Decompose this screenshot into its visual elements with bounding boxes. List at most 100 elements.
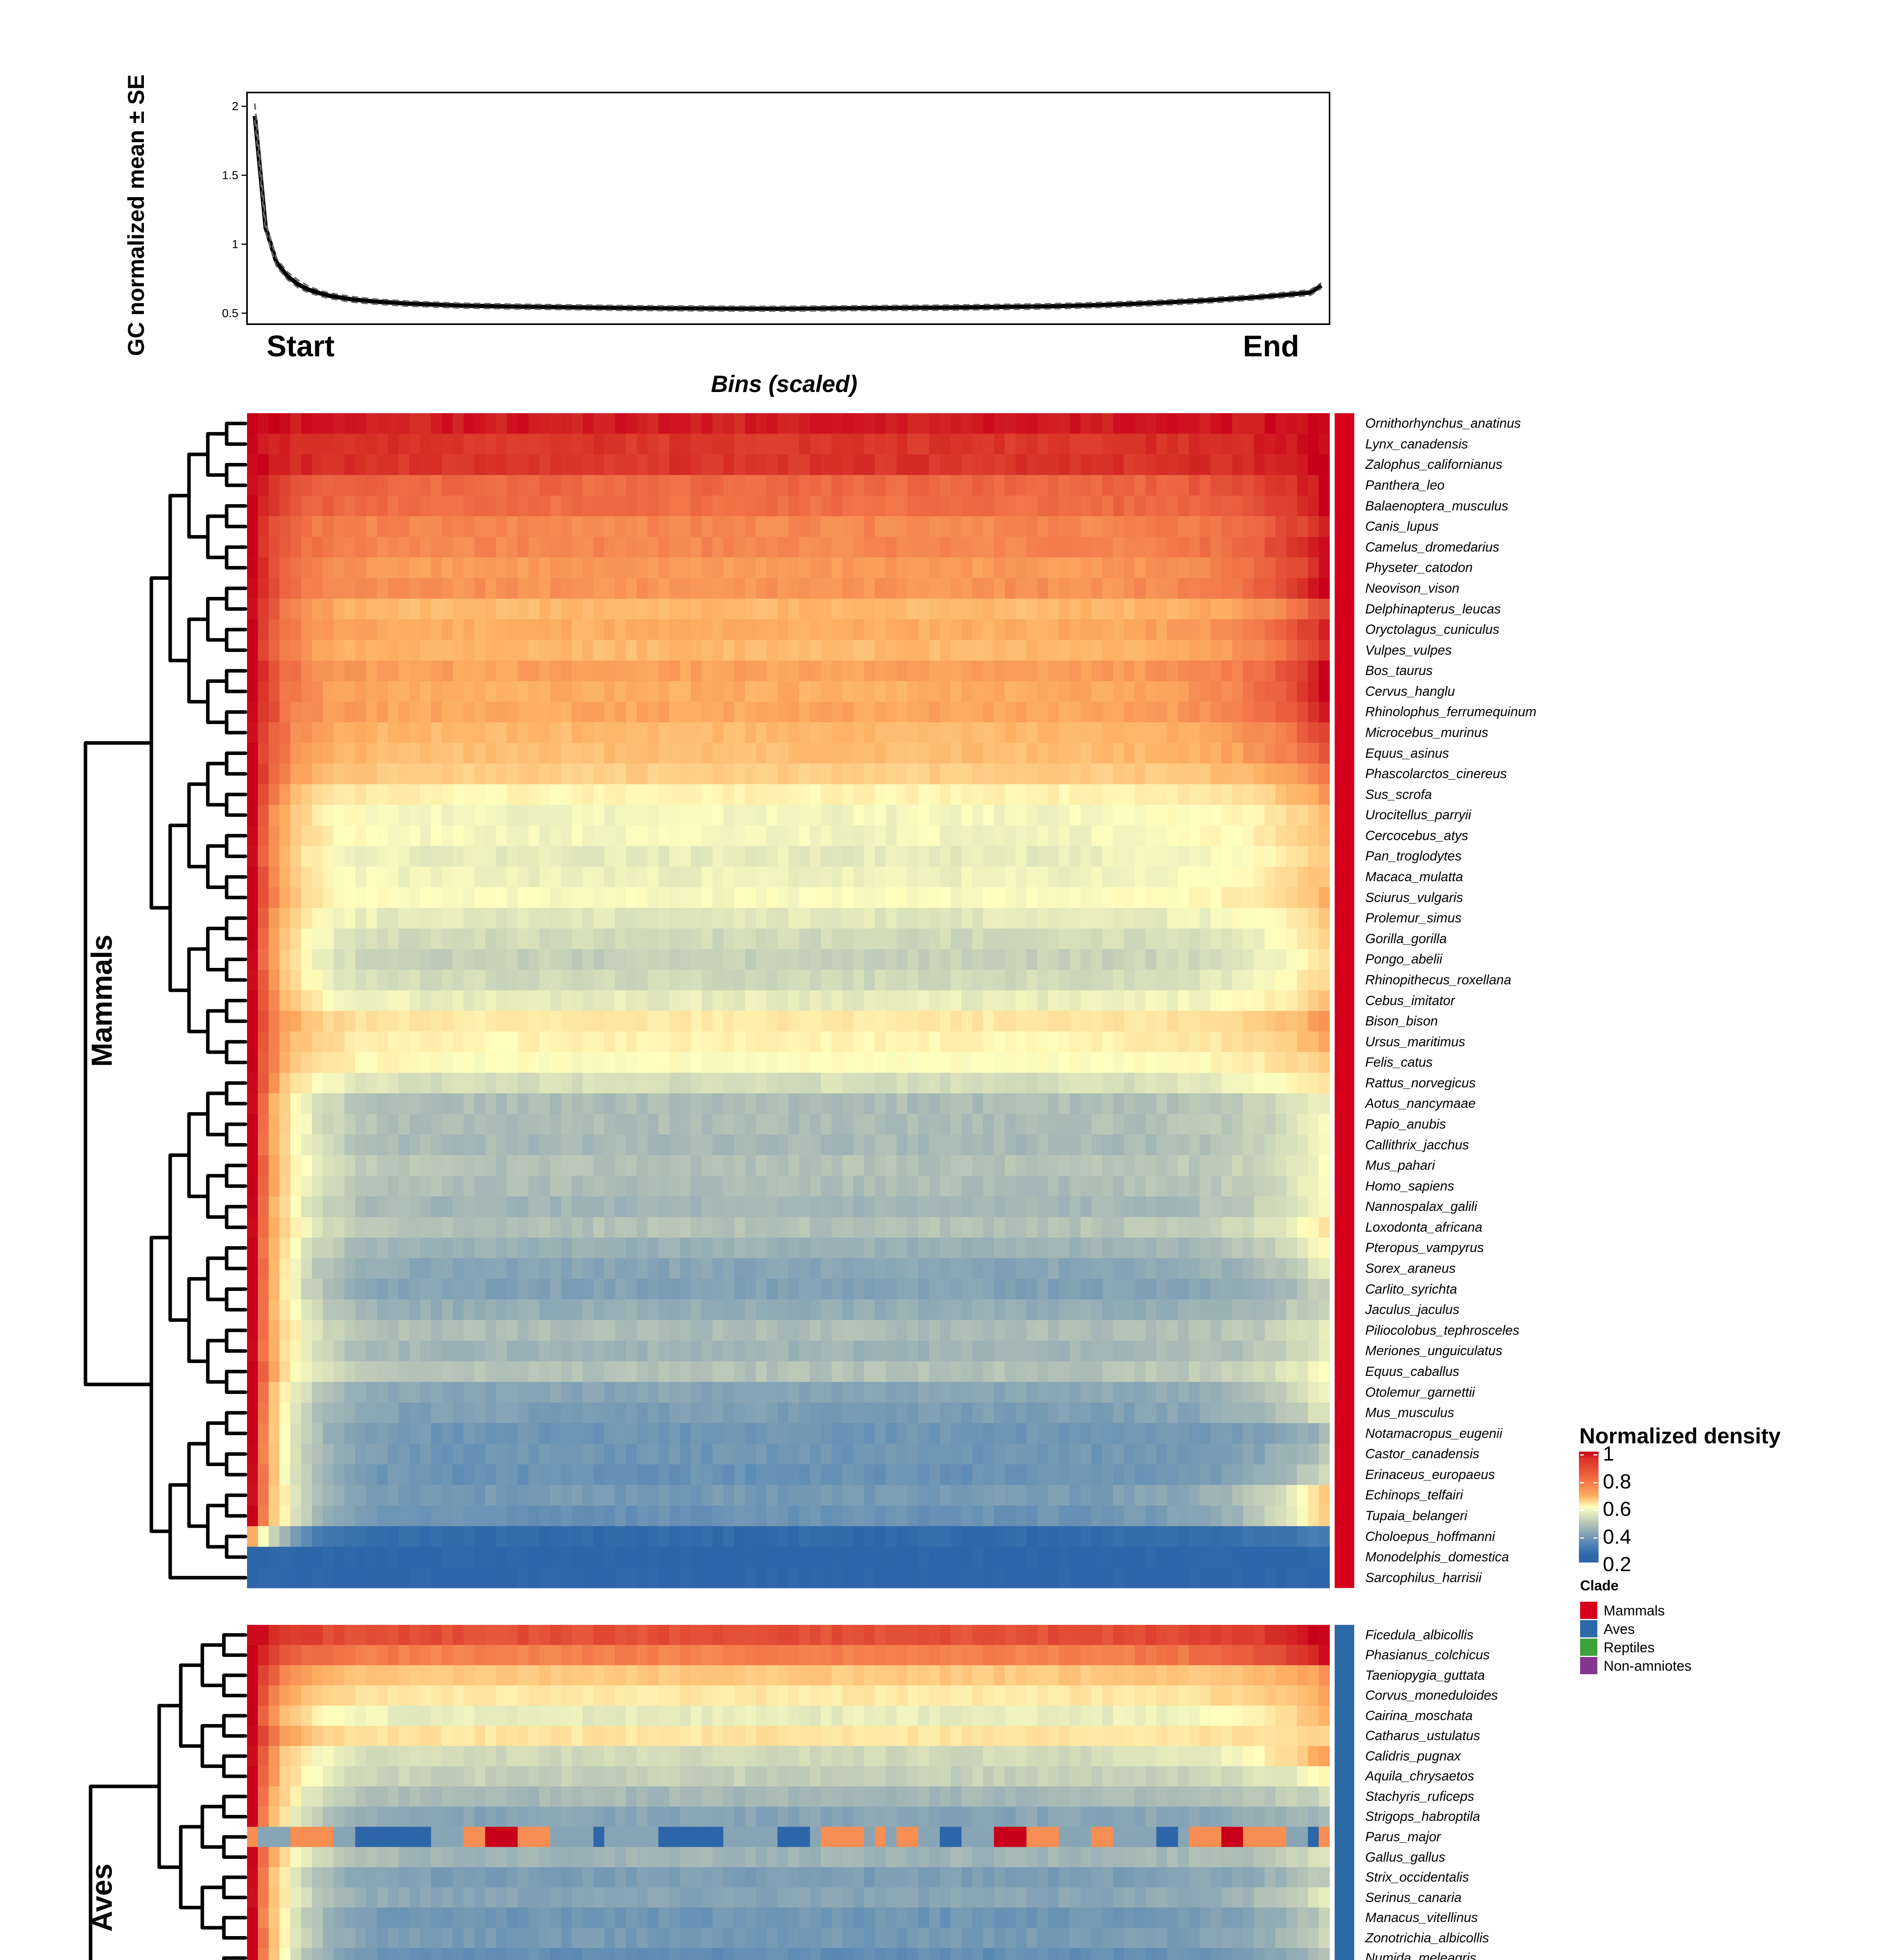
heatmap-cell bbox=[799, 1320, 810, 1341]
heatmap-cell bbox=[972, 1361, 984, 1382]
heatmap-cell bbox=[1113, 619, 1124, 640]
heatmap-cell bbox=[1297, 475, 1308, 496]
heatmap-cell bbox=[301, 475, 312, 496]
heatmap-cell bbox=[972, 825, 984, 846]
heatmap-cell bbox=[918, 928, 930, 949]
heatmap-cell bbox=[767, 1299, 778, 1321]
heatmap-cell bbox=[1167, 846, 1179, 867]
heatmap-cell bbox=[680, 990, 691, 1011]
heatmap-cell bbox=[1308, 454, 1319, 475]
heatmap-cell bbox=[441, 1258, 453, 1279]
heatmap-cell bbox=[875, 495, 886, 517]
heatmap-cell bbox=[1026, 907, 1038, 929]
heatmap-cell bbox=[1221, 702, 1233, 723]
heatmap-cell bbox=[593, 1361, 605, 1382]
heatmap-cell bbox=[821, 784, 832, 805]
heatmap-cell bbox=[1308, 763, 1319, 785]
heatmap-cell bbox=[1178, 681, 1189, 702]
heatmap-cell bbox=[312, 413, 323, 434]
heatmap-cell bbox=[355, 805, 367, 826]
heatmap-cell bbox=[875, 928, 886, 949]
heatmap-cell bbox=[398, 1361, 410, 1382]
heatmap-cell bbox=[647, 1155, 659, 1176]
heatmap-cell bbox=[1145, 495, 1157, 517]
heatmap-cell bbox=[323, 1279, 334, 1300]
heatmap-cell bbox=[1102, 1176, 1114, 1197]
heatmap-cell bbox=[441, 702, 453, 723]
heatmap-cell bbox=[680, 537, 691, 558]
heatmap-cell bbox=[572, 846, 583, 867]
heatmap-cell bbox=[1015, 949, 1027, 970]
heatmap-cell bbox=[691, 1073, 702, 1094]
heatmap-cell bbox=[247, 434, 258, 455]
heatmap-cell bbox=[1037, 1382, 1048, 1403]
heatmap-cell bbox=[1297, 1093, 1308, 1114]
heatmap-cell bbox=[777, 1341, 789, 1362]
heatmap-cell bbox=[258, 1279, 269, 1300]
heatmap-cell bbox=[528, 495, 540, 517]
heatmap-cell bbox=[1264, 949, 1276, 970]
heatmap-cell bbox=[1167, 1196, 1179, 1218]
heatmap-cell bbox=[344, 784, 356, 805]
heatmap-cell bbox=[1167, 1402, 1179, 1423]
heatmap-cell bbox=[1210, 805, 1222, 826]
heatmap-cell bbox=[734, 1341, 745, 1362]
heatmap-cell bbox=[885, 660, 897, 682]
heatmap-cell bbox=[1070, 1134, 1081, 1156]
heatmap-cell bbox=[1037, 640, 1048, 661]
heatmap-cell bbox=[701, 784, 713, 805]
heatmap-cell bbox=[864, 949, 875, 970]
heatmap-cell bbox=[474, 1217, 486, 1238]
heatmap-cell bbox=[1243, 599, 1254, 620]
heatmap-cell bbox=[572, 907, 583, 929]
heatmap-cell bbox=[1070, 763, 1081, 785]
heatmap-cell bbox=[539, 1320, 550, 1341]
heatmap-cell bbox=[593, 1176, 605, 1197]
heatmap-cell bbox=[1210, 434, 1222, 455]
heatmap-cell bbox=[1189, 1320, 1200, 1341]
heatmap-cell bbox=[474, 1073, 486, 1094]
heatmap-cell bbox=[593, 907, 605, 929]
heatmap-cell bbox=[312, 825, 323, 846]
heatmap-cell bbox=[1189, 866, 1200, 887]
heatmap-cell bbox=[333, 557, 345, 579]
heatmap-cell bbox=[441, 1134, 453, 1156]
heatmap-cell bbox=[1102, 660, 1114, 682]
heatmap-cell bbox=[301, 887, 312, 908]
heatmap-cell bbox=[1102, 722, 1114, 743]
heatmap-cell bbox=[258, 495, 269, 517]
heatmap-cell bbox=[550, 599, 561, 620]
heatmap-cell bbox=[734, 1402, 745, 1423]
heatmap-cell bbox=[1210, 990, 1222, 1011]
heatmap-cell bbox=[940, 1217, 951, 1238]
heatmap-cell bbox=[301, 825, 312, 846]
heatmap-cell bbox=[1253, 537, 1265, 558]
heatmap-cell bbox=[366, 990, 377, 1011]
heatmap-cell bbox=[983, 1238, 994, 1259]
heatmap-cell bbox=[745, 1320, 756, 1341]
heatmap-cell bbox=[496, 495, 507, 517]
heatmap-cell bbox=[799, 1279, 810, 1300]
heatmap-cell bbox=[1005, 599, 1016, 620]
heatmap-cell bbox=[691, 1155, 702, 1176]
heatmap-cell bbox=[1275, 1217, 1287, 1238]
heatmap-cell bbox=[333, 1073, 345, 1094]
heatmap-cell bbox=[1102, 763, 1114, 785]
heatmap-cell bbox=[615, 454, 626, 475]
heatmap-cell bbox=[810, 928, 821, 949]
heatmap-cell bbox=[550, 660, 561, 682]
heatmap-cell bbox=[1167, 1155, 1179, 1176]
heatmap-cell bbox=[1091, 640, 1103, 661]
heatmap-cell bbox=[1286, 1011, 1297, 1032]
heatmap-cell bbox=[1308, 557, 1319, 579]
heatmap-cell bbox=[355, 784, 367, 805]
heatmap-cell bbox=[1319, 722, 1330, 743]
heatmap-cell bbox=[745, 1341, 756, 1362]
x-axis-label: Bins (scaled) bbox=[711, 371, 857, 397]
heatmap-cell bbox=[409, 887, 421, 908]
heatmap-cell bbox=[344, 1011, 356, 1032]
heatmap-cell bbox=[312, 1114, 323, 1135]
heatmap-cell bbox=[1080, 1217, 1092, 1238]
heatmap-cell bbox=[582, 640, 594, 661]
heatmap-cell bbox=[1210, 846, 1222, 867]
